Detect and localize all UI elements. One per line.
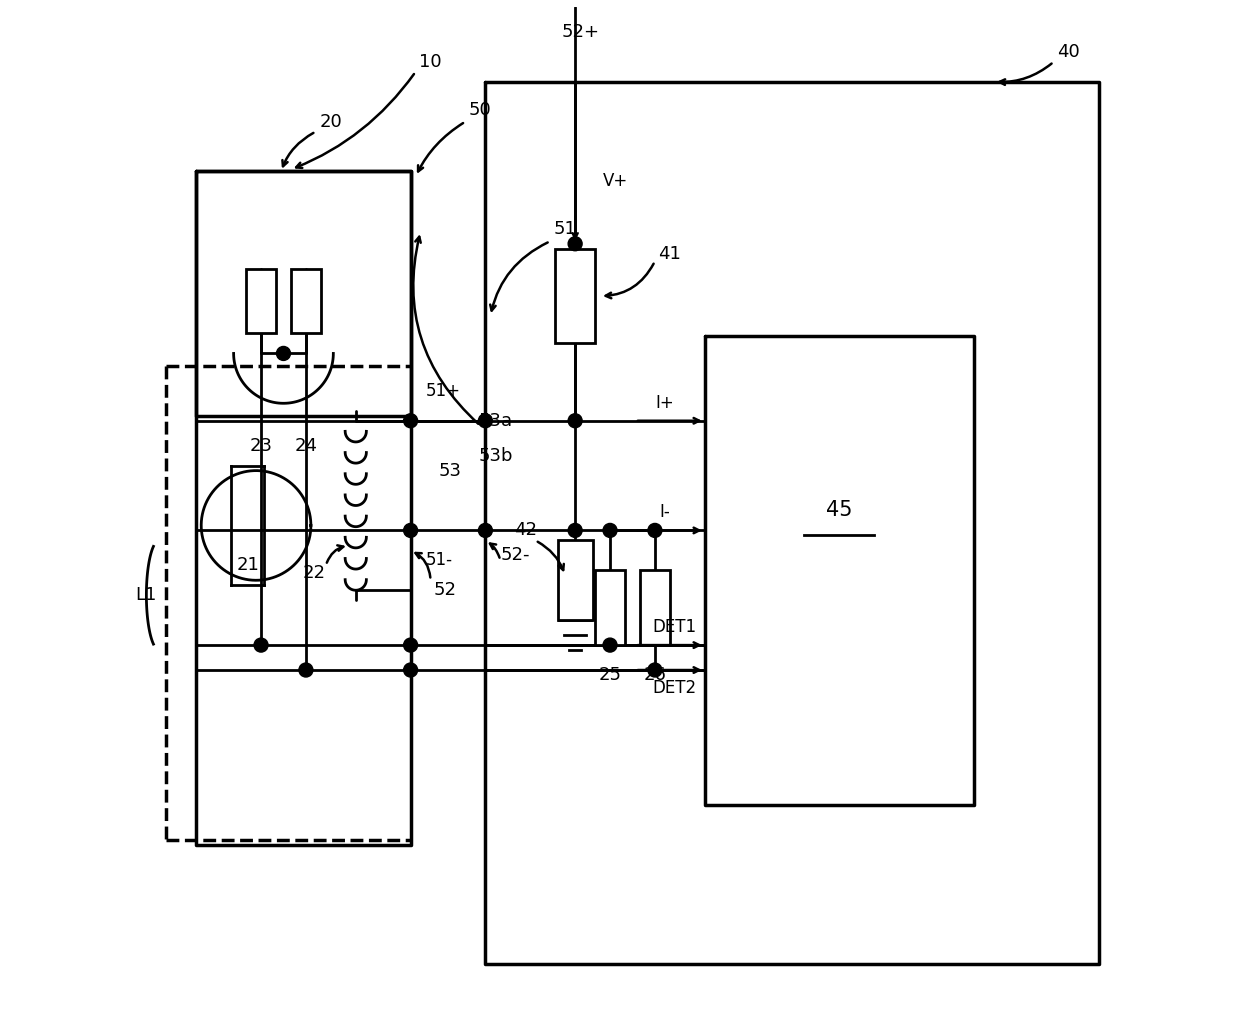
Circle shape (277, 347, 290, 360)
Circle shape (603, 524, 618, 538)
Text: 25: 25 (599, 666, 621, 684)
Text: 22: 22 (303, 564, 325, 582)
Text: 53b: 53b (479, 447, 512, 465)
Text: 51-: 51- (425, 551, 453, 569)
Text: 52-: 52- (501, 546, 529, 564)
Text: V+: V+ (603, 173, 627, 190)
Circle shape (254, 638, 268, 652)
Text: DET2: DET2 (652, 679, 697, 697)
Circle shape (404, 413, 418, 428)
Circle shape (649, 663, 662, 677)
Text: 21: 21 (237, 556, 259, 574)
Circle shape (649, 524, 662, 538)
Text: 52+: 52+ (562, 23, 599, 40)
Text: 42: 42 (513, 522, 537, 540)
Circle shape (404, 524, 418, 538)
Text: 40: 40 (1058, 42, 1080, 61)
Text: 41: 41 (658, 246, 681, 263)
Text: 51: 51 (554, 220, 577, 239)
Text: 45: 45 (826, 500, 853, 521)
Bar (640, 570, 670, 645)
Text: 26: 26 (644, 666, 666, 684)
Text: 53a: 53a (479, 411, 512, 430)
Text: 10: 10 (419, 53, 441, 71)
Text: I+: I+ (656, 394, 675, 411)
Text: 50: 50 (469, 101, 492, 118)
Text: 24: 24 (294, 437, 317, 455)
Bar (595, 570, 625, 645)
Circle shape (479, 524, 492, 538)
Circle shape (479, 413, 492, 428)
Text: I-: I- (660, 503, 671, 522)
Circle shape (568, 413, 582, 428)
Bar (246, 269, 277, 334)
Circle shape (568, 237, 582, 251)
Circle shape (603, 638, 618, 652)
Text: 51+: 51+ (425, 382, 460, 399)
Circle shape (404, 663, 418, 677)
Text: L1: L1 (135, 586, 157, 605)
Bar (556, 249, 595, 344)
Text: 53: 53 (439, 462, 463, 479)
Circle shape (299, 663, 312, 677)
Text: 52: 52 (434, 581, 458, 600)
Bar (291, 269, 321, 334)
Text: 20: 20 (320, 112, 342, 130)
Circle shape (568, 524, 582, 538)
Bar (558, 541, 593, 620)
Text: DET1: DET1 (652, 618, 697, 636)
Circle shape (404, 638, 418, 652)
Text: 23: 23 (249, 437, 273, 455)
